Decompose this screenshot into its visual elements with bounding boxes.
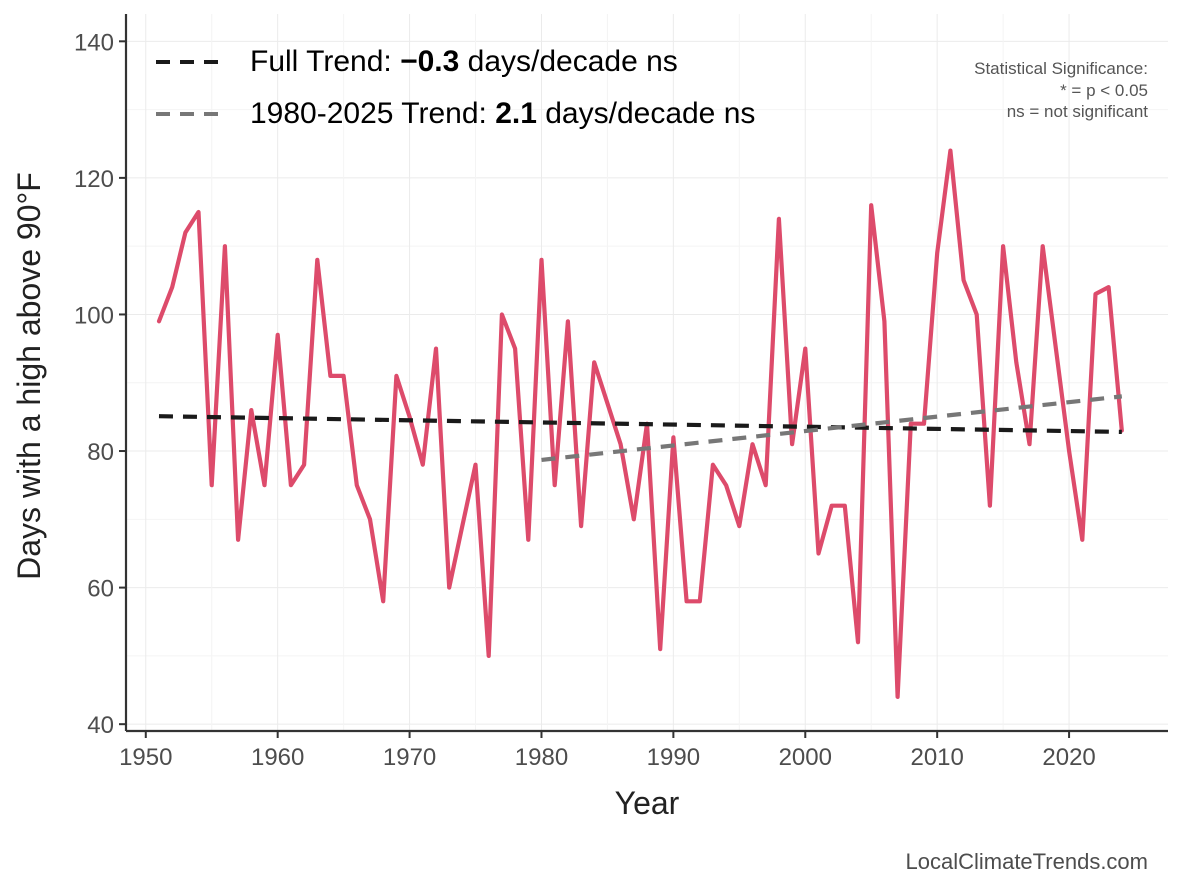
y-tick-label-60: 60	[87, 576, 114, 603]
legend: Full Trend: −0.3 days/decade ns 1980-202…	[156, 45, 755, 130]
credit-text: LocalClimateTrends.com	[906, 849, 1149, 874]
grid	[126, 14, 1168, 731]
y-tick-label-40: 40	[87, 712, 114, 739]
x-tick-label-1960: 1960	[251, 744, 304, 771]
significance-note-title: Statistical Significance:	[974, 59, 1148, 78]
x-tick-label-1950: 1950	[119, 744, 172, 771]
y-tick-label-140: 140	[74, 29, 114, 56]
x-tick-label-2020: 2020	[1042, 744, 1095, 771]
x-tick-label-1980: 1980	[515, 744, 568, 771]
y-tick-label-120: 120	[74, 166, 114, 193]
x-tick-label-2000: 2000	[779, 744, 832, 771]
legend-1980-trend-prefix: 1980-2025 Trend:	[250, 97, 495, 130]
significance-note-p: * = p < 0.05	[1060, 81, 1148, 100]
axes	[124, 14, 1168, 733]
x-tick-label-2010: 2010	[910, 744, 963, 771]
significance-note: Statistical Significance: * = p < 0.05 n…	[974, 59, 1148, 121]
y-tick-label-80: 80	[87, 439, 114, 466]
trend-line-1980-2025	[541, 394, 1123, 462]
legend-full-trend-suffix: days/decade ns	[459, 45, 677, 78]
series-group	[156, 148, 1124, 700]
legend-full-trend-value: −0.3	[400, 45, 459, 78]
x-tick-label-1990: 1990	[647, 744, 700, 771]
y-axis-ticks: 40 60 80 100 120 140	[74, 29, 126, 739]
x-axis-ticks: 1950 1960 1970 1980 1990 2000 2010 2020	[119, 731, 1096, 771]
trend-line-full	[158, 414, 1122, 435]
legend-1980-trend-suffix: days/decade ns	[537, 97, 755, 130]
legend-entry-1980-trend: 1980-2025 Trend: 2.1 days/decade ns	[250, 97, 755, 130]
legend-1980-trend-value: 2.1	[495, 97, 537, 130]
legend-entry-full-trend: Full Trend: −0.3 days/decade ns	[250, 45, 678, 78]
y-axis-title: Days with a high above 90°F	[11, 172, 47, 580]
x-axis-title: Year	[615, 785, 680, 821]
trend-lines	[158, 394, 1123, 462]
significance-note-ns: ns = not significant	[1007, 102, 1149, 121]
legend-full-trend-prefix: Full Trend:	[250, 45, 400, 78]
x-tick-label-1970: 1970	[383, 744, 436, 771]
y-tick-label-100: 100	[74, 302, 114, 329]
series-line-0	[156, 148, 1124, 700]
